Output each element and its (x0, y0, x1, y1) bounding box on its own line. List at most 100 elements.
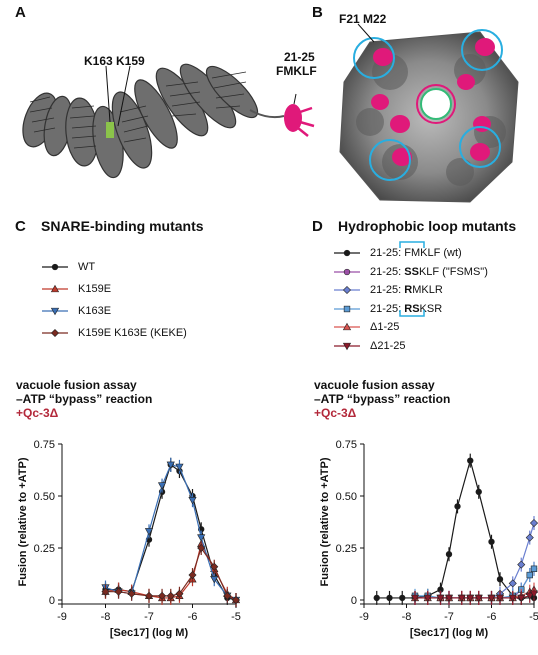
legend-swatch (334, 286, 360, 295)
legend-marker (342, 286, 352, 295)
y-tick-label: 0.25 (336, 543, 357, 555)
label-k159: K159 (116, 54, 145, 68)
legend-swatch (334, 305, 360, 312)
label-loop-range: 21-25 (284, 50, 315, 64)
legend-marker (342, 323, 352, 331)
legend-swatch (334, 323, 360, 331)
x-tick-label: -7 (444, 611, 454, 623)
x-tick-label: -5 (231, 611, 241, 623)
data-point (466, 594, 475, 603)
series-line (415, 522, 535, 599)
y-tick-label: 0.50 (34, 491, 55, 503)
y-tick-label: 0 (49, 595, 55, 607)
legend-item: 21-25: RMKLR (332, 281, 532, 300)
legend-item: Δ1-25 (332, 318, 532, 337)
data-point (158, 591, 167, 600)
data-point (197, 534, 206, 542)
legend-label: WT (78, 261, 96, 273)
data-point (475, 488, 482, 496)
legend-label: K159E K163E (KEKE) (78, 327, 187, 339)
panel-c-assay-line3: +Qc-3Δ (16, 406, 59, 420)
x-tick-label: -5 (529, 611, 538, 623)
x-tick-label: -8 (402, 611, 412, 623)
data-point (166, 591, 175, 600)
data-point (457, 594, 466, 603)
legend-swatch (42, 284, 68, 293)
data-point (166, 461, 175, 470)
legend-label: K163E (78, 305, 112, 317)
data-point (444, 594, 454, 603)
legend-item: WT (40, 256, 260, 278)
label-loop-sequence: FMKLF (276, 64, 317, 78)
data-point (210, 562, 219, 571)
legend-label: 21-25: FMKLF (wt) (370, 247, 462, 260)
x-tick-label: -7 (144, 611, 154, 623)
y-tick-label: 0.25 (34, 543, 55, 555)
panel-c-title: SNARE-binding mutants (41, 218, 204, 234)
legend-item: K163E (40, 300, 260, 322)
data-point (517, 594, 526, 603)
series-line (105, 463, 237, 601)
series-line (376, 458, 534, 599)
label-residues: F21 M22 (339, 12, 387, 26)
legend-label: K159E (78, 283, 112, 295)
data-point (508, 579, 517, 588)
x-tick-label: -6 (188, 611, 198, 623)
panel-d-assay-line3: +Qc-3Δ (314, 406, 357, 420)
loop-bracket-icon (399, 241, 425, 317)
data-point (525, 592, 534, 601)
data-point (445, 551, 453, 558)
data-point (454, 503, 461, 510)
data-point (144, 591, 154, 600)
data-point (399, 594, 406, 602)
panel-letter-b: B (312, 4, 323, 21)
legend-item: 21-25: SSKLF ("FSMS") (332, 263, 532, 282)
legend-marker (343, 268, 351, 275)
data-point (386, 594, 393, 602)
data-point (175, 589, 184, 598)
legend-swatch (334, 268, 360, 275)
legend-label: 21-25: RSKSR (370, 302, 443, 315)
legend-marker (342, 342, 352, 350)
x-axis-label: [Sec17] (log M) (110, 627, 189, 639)
data-point (410, 594, 420, 603)
cyan-highlight-circles (353, 29, 503, 181)
loop-helix-magenta (284, 104, 315, 137)
data-point (508, 594, 517, 603)
data-point (487, 594, 496, 603)
y-tick-label: 0.75 (336, 439, 357, 451)
legend-panel-c: WT K159E K163E K159E K163E (KEKE) (40, 256, 260, 344)
data-point (517, 560, 526, 569)
label-k163: K163 (84, 54, 113, 68)
data-point (114, 587, 123, 596)
legend-item: K159E K163E (KEKE) (40, 322, 260, 344)
legend-marker (50, 307, 60, 316)
data-point (529, 519, 538, 528)
legend-marker (343, 250, 351, 257)
legend-swatch (42, 307, 68, 316)
legend-item: 21-25: FMKLF (wt) (332, 244, 532, 263)
data-point (488, 538, 495, 545)
data-point (197, 543, 206, 553)
data-point (530, 565, 538, 572)
data-point (223, 591, 232, 600)
legend-swatch (334, 342, 360, 350)
panel-c-assay-line2: –ATP “bypass” reaction (16, 392, 153, 406)
data-point (231, 595, 241, 605)
panel-letter-d: D (312, 218, 323, 235)
data-point (188, 496, 197, 505)
central-pore (420, 88, 452, 120)
panel-d-assay-line1: vacuole fusion assay (314, 378, 435, 392)
data-point (529, 590, 538, 598)
legend-label: Δ1-25 (370, 321, 400, 334)
data-point (210, 576, 219, 584)
data-point (175, 463, 184, 472)
y-tick-label: 0.50 (336, 491, 357, 503)
y-axis-label: Fusion (relative to +ATP) (319, 457, 331, 586)
data-point (188, 571, 197, 580)
legend-marker (51, 263, 59, 271)
legend-marker (343, 305, 351, 312)
panel-d-assay-line2: –ATP “bypass” reaction (314, 392, 451, 406)
chart-panel-d: -9 -8 -7 -6 -5 0 0.25 0.50 0.75 [Sec17] (log M) Fu… (319, 439, 538, 639)
data-point (157, 482, 167, 490)
